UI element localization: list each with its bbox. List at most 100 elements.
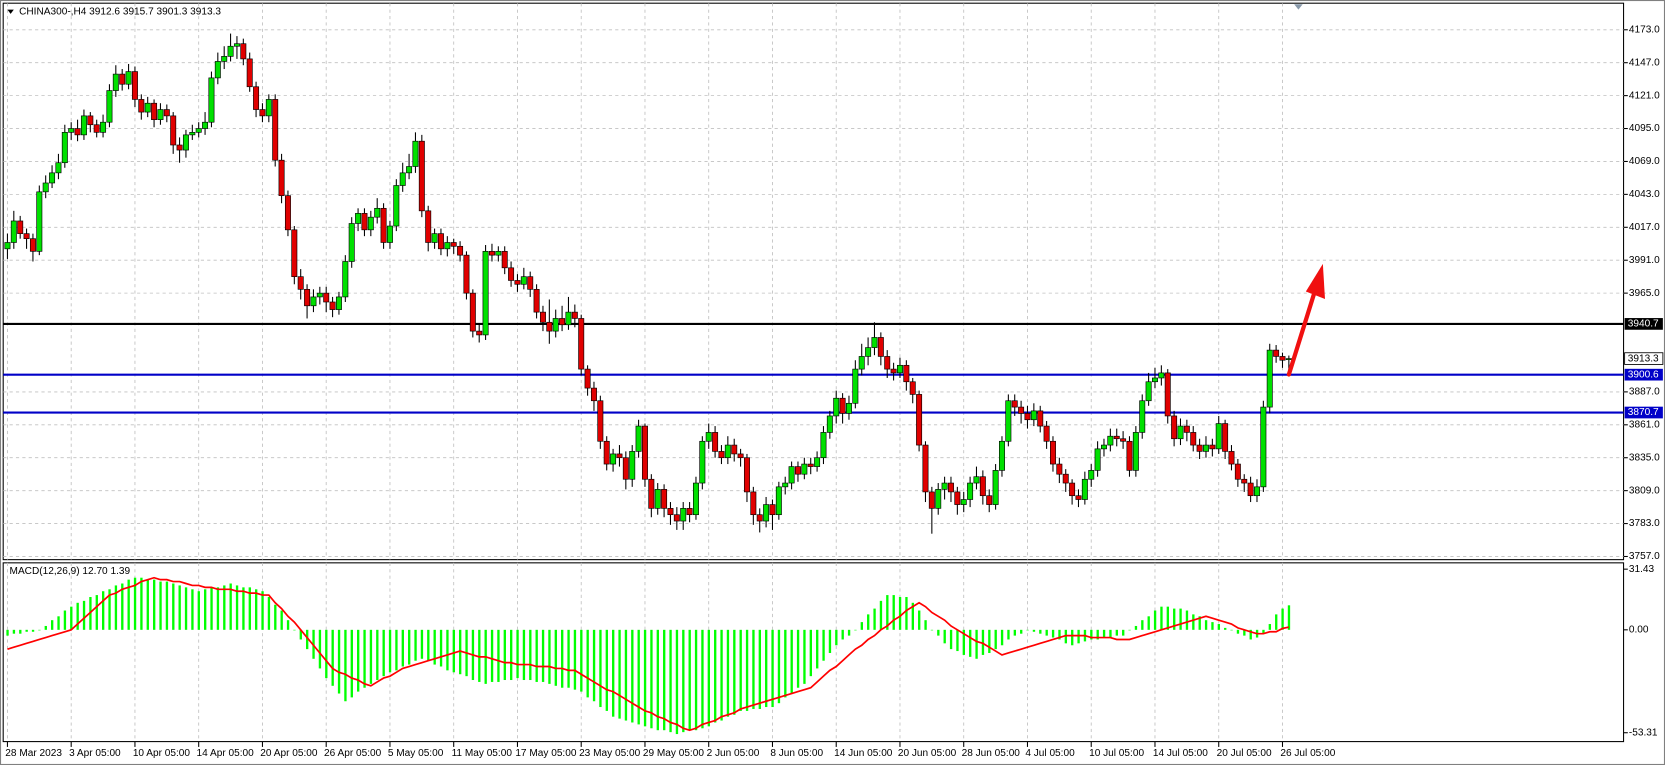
candle-body xyxy=(1030,410,1037,421)
y-tick-label: 4017.0 xyxy=(1629,222,1660,233)
candle-body xyxy=(393,185,400,227)
macd-bar xyxy=(102,591,105,630)
candle-body xyxy=(1177,425,1184,440)
macd-bar xyxy=(223,585,226,630)
candle-body xyxy=(55,162,62,174)
macd-bar xyxy=(1102,629,1106,638)
candle-body xyxy=(342,261,349,298)
macd-bar xyxy=(25,629,28,632)
macd-bar xyxy=(497,629,500,682)
macd-bar xyxy=(943,629,946,644)
level-label: 3870.7 xyxy=(1628,407,1659,418)
level-label: 3940.7 xyxy=(1628,319,1659,330)
candle-body xyxy=(692,482,699,516)
candle-body xyxy=(399,172,406,186)
macd-bar xyxy=(956,629,959,652)
x-tick-label: 26 Jul 05:00 xyxy=(1280,748,1335,759)
candle-body xyxy=(699,440,706,484)
candle-body xyxy=(1196,444,1203,452)
macd-bar xyxy=(382,629,385,677)
macd-bar xyxy=(478,629,481,682)
candle-body xyxy=(304,289,311,307)
macd-bar xyxy=(197,591,200,630)
macd-bar xyxy=(1230,629,1233,631)
candle-body xyxy=(769,504,776,516)
candle-body xyxy=(1018,406,1025,414)
macd-bar xyxy=(439,629,443,667)
candle-body xyxy=(979,476,986,497)
macd-bar xyxy=(184,587,188,630)
y-tick-label: 0.00 xyxy=(1629,624,1649,635)
price-label: 3913.3 xyxy=(1628,353,1659,364)
macd-bar xyxy=(82,600,86,630)
macd-bar xyxy=(1217,624,1221,630)
macd-bar xyxy=(828,629,832,653)
candle-body xyxy=(1285,358,1292,360)
candle-body xyxy=(1247,482,1254,497)
level-label: 3900.6 xyxy=(1628,369,1659,380)
macd-bar xyxy=(860,622,863,630)
macd-bar xyxy=(529,629,532,681)
macd-bar xyxy=(1000,629,1004,646)
macd-bar xyxy=(6,629,9,636)
candle-body xyxy=(501,251,508,269)
macd-bar xyxy=(854,629,857,631)
macd-bar xyxy=(1090,629,1093,640)
x-tick-label: 10 Apr 05:00 xyxy=(133,748,191,759)
candle-body xyxy=(750,491,757,516)
macd-bar xyxy=(242,587,245,630)
macd-bar xyxy=(1179,608,1182,630)
candle-body xyxy=(450,242,457,247)
macd-bar xyxy=(44,625,47,630)
candle-body xyxy=(68,128,75,133)
macd-bar xyxy=(1173,608,1176,630)
candle-body xyxy=(884,356,891,370)
candle-body xyxy=(1132,432,1139,471)
y-tick-label: 3991.0 xyxy=(1629,255,1660,266)
candle-body xyxy=(973,476,980,484)
macd-bar xyxy=(930,629,934,631)
y-tick-label: 3783.0 xyxy=(1629,518,1660,529)
macd-bar xyxy=(726,629,730,717)
candle-body xyxy=(935,489,942,509)
candle-body xyxy=(1279,356,1286,361)
macd-bar xyxy=(140,577,143,630)
macd-bar xyxy=(522,629,526,681)
macd-bar xyxy=(1153,610,1157,630)
candle-body xyxy=(1075,495,1082,500)
arrow xyxy=(1286,263,1325,377)
macd-bar xyxy=(1166,606,1170,630)
y-tick-label: -53.31 xyxy=(1629,727,1658,738)
macd-bar xyxy=(446,629,449,671)
candle-body xyxy=(61,132,68,164)
macd-bar xyxy=(752,629,755,709)
macd-bar xyxy=(191,589,194,630)
macd-bar xyxy=(822,629,825,661)
arrow-shaft xyxy=(1286,287,1318,377)
candle-body xyxy=(1273,349,1280,357)
macd-bar xyxy=(165,581,169,630)
macd-bar xyxy=(809,629,812,677)
macd-bar xyxy=(1026,629,1029,631)
candle-body xyxy=(967,482,974,500)
x-tick-label: 4 Jul 05:00 xyxy=(1025,748,1075,759)
macd-bar xyxy=(63,610,67,630)
candle-body xyxy=(1088,470,1095,480)
macd-bar xyxy=(694,629,698,731)
macd-bar xyxy=(1160,606,1163,630)
macd-bar xyxy=(924,620,927,630)
candle-body xyxy=(29,238,36,252)
candle-body xyxy=(839,397,846,414)
candle-body xyxy=(17,220,24,234)
candle-body xyxy=(112,73,119,91)
macd-bar xyxy=(1198,616,1201,630)
candle-body xyxy=(380,207,387,243)
macd-bar xyxy=(733,629,736,715)
macd-bar xyxy=(350,629,353,698)
macd-bar xyxy=(395,629,398,671)
macd-bar xyxy=(599,629,602,708)
macd-bar xyxy=(567,629,570,688)
candle-body xyxy=(724,444,731,459)
x-tick-label: 26 Apr 05:00 xyxy=(324,748,382,759)
macd-bar xyxy=(337,629,341,694)
